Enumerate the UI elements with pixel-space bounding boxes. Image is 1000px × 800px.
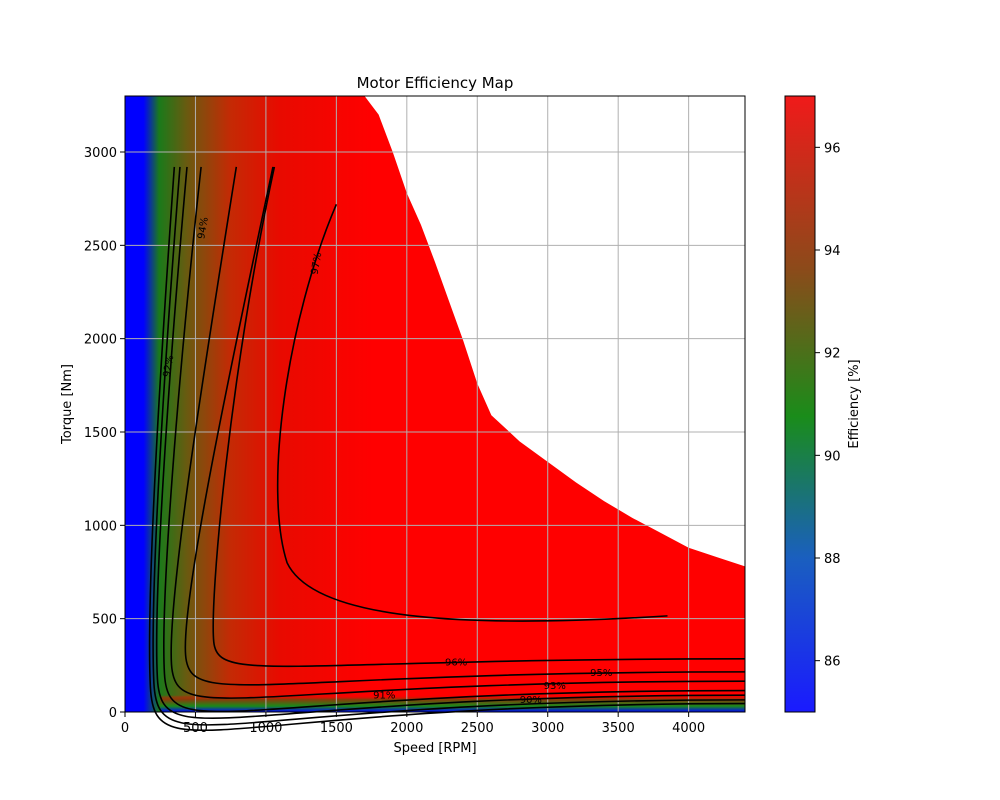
contour-line [212, 166, 746, 668]
colorbar-label: Efficiency [%] [847, 359, 862, 448]
plot-frame [124, 95, 746, 713]
plot-area [125, 96, 745, 712]
contour-line-97 [276, 203, 668, 622]
contour-label: 92% [162, 354, 177, 378]
efficiency-heatmap [125, 96, 745, 712]
contour-line [155, 166, 746, 719]
y-tick-label: 3000 [84, 146, 117, 161]
y-tick-label: 2500 [84, 239, 117, 254]
x-tick-label: 4000 [672, 721, 705, 736]
x-axis-ticks: 0 500 1000 1500 2000 2500 3000 3500 4000 [121, 712, 705, 736]
y-tick-label: 2000 [84, 333, 117, 348]
contour-labels: 90% 91% 92% 93% 94% 95% 96% 97% [162, 216, 613, 706]
x-tick-label: 1500 [320, 721, 353, 736]
colorbar-tick-label: 90 [824, 449, 841, 464]
y-axis-ticks: 0 500 1000 1500 2000 2500 3000 [84, 146, 125, 721]
contour-label: 94% [196, 216, 211, 240]
colorbar-tick-label: 96 [824, 141, 841, 156]
x-tick-label: 3000 [531, 721, 564, 736]
colorbar-tick-label: 86 [824, 655, 841, 670]
contour-label: 90% [520, 695, 542, 706]
colorbar-tick-label: 92 [824, 347, 841, 362]
x-tick-label: 1000 [249, 721, 282, 736]
low-torque-band [160, 695, 745, 712]
x-tick-label: 2000 [390, 721, 423, 736]
y-tick-label: 1000 [84, 519, 117, 534]
efficiency-contours [148, 166, 746, 732]
colorbar: 86 88 90 92 94 96 Efficiency [%] [784, 95, 862, 713]
colorbar-ticks: 86 88 90 92 94 96 [815, 141, 841, 670]
x-tick-label: 0 [121, 721, 129, 736]
contour-label: 96% [445, 658, 467, 669]
contour-label: 91% [373, 690, 395, 701]
contour-label: 95% [590, 668, 612, 679]
y-axis-label: Torque [Nm] [60, 364, 75, 445]
colorbar-tick-label: 94 [824, 244, 841, 259]
colorbar-tick-label: 88 [824, 552, 841, 567]
contour-label: 97% [310, 252, 325, 276]
colorbar-gradient [784, 95, 816, 713]
y-tick-label: 500 [92, 613, 117, 628]
contour-line [163, 166, 746, 713]
y-tick-label: 1500 [84, 426, 117, 441]
contour-line [170, 166, 746, 699]
y-tick-label: 0 [109, 706, 117, 721]
chart-title: Motor Efficiency Map [357, 74, 514, 92]
contour-line [148, 166, 746, 732]
contour-line [184, 166, 746, 686]
x-tick-label: 2500 [461, 721, 494, 736]
contour-label: 93% [544, 681, 566, 692]
x-tick-label: 3500 [602, 721, 635, 736]
x-axis-label: Speed [RPM] [393, 741, 476, 756]
x-tick-label: 500 [183, 721, 208, 736]
